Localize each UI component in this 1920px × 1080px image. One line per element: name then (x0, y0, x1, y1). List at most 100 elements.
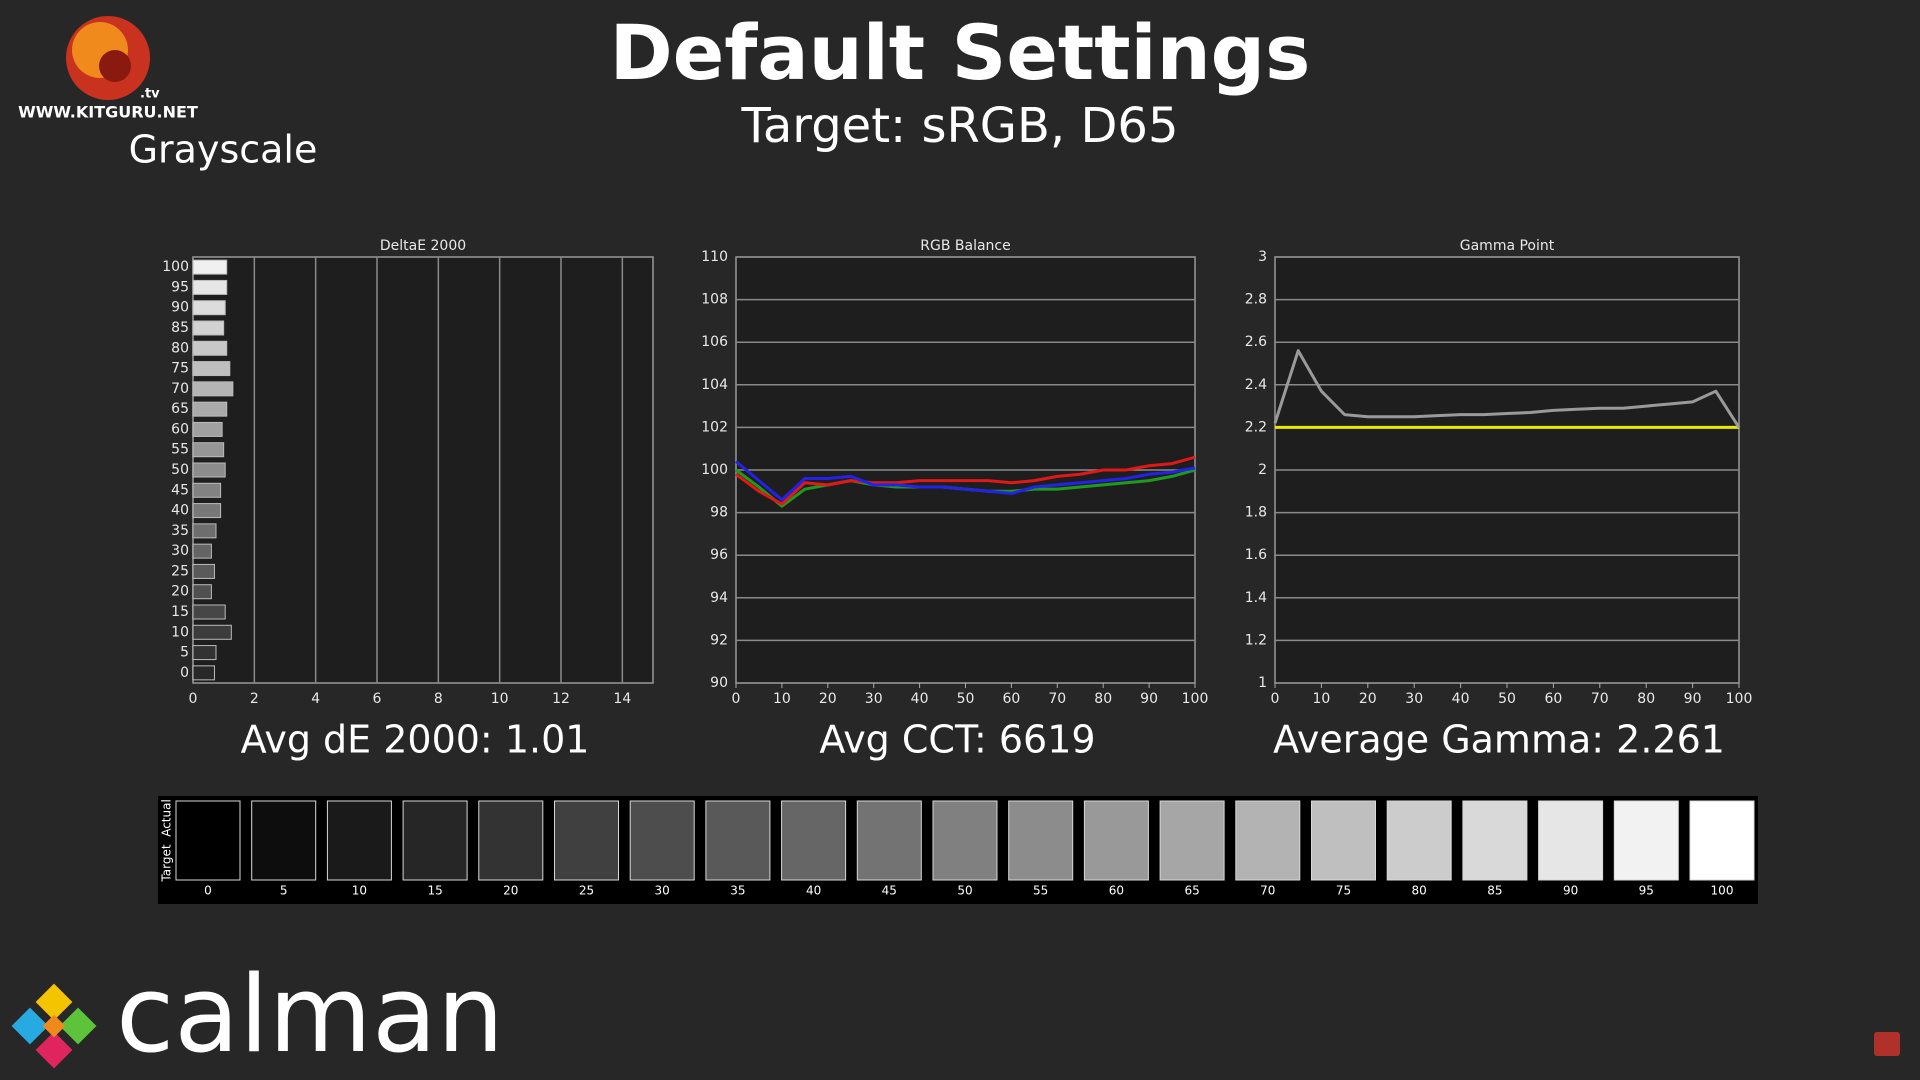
x-tick-label: 100 (1726, 691, 1753, 707)
x-tick-label: 90 (1684, 691, 1702, 707)
swatch-label: 10 (352, 884, 367, 898)
y-tick-label: 1.2 (1245, 632, 1267, 648)
swatch (932, 800, 998, 881)
y-tick-label: 104 (701, 377, 728, 393)
x-tick-label: 40 (1452, 691, 1470, 707)
swatch-label: 70 (1260, 884, 1275, 898)
chart-annotation: Avg CCT: 6619 (819, 718, 1095, 762)
y-tick-label: 1.6 (1245, 547, 1267, 563)
x-tick-label: 50 (957, 691, 975, 707)
bar (192, 340, 228, 356)
y-tick-label: 1 (1258, 675, 1267, 691)
y-tick-label: 80 (171, 340, 189, 356)
swatch-label: 60 (1109, 884, 1124, 898)
y-tick-label: 96 (710, 547, 728, 563)
bar (192, 645, 217, 661)
bar (192, 665, 215, 681)
swatch-label: 20 (503, 884, 518, 898)
brand-name: calman (116, 953, 504, 1076)
x-tick-label: 70 (1591, 691, 1609, 707)
x-tick-label: 12 (552, 691, 570, 707)
chart-title: Gamma Point (1460, 238, 1555, 254)
y-tick-label: 85 (171, 320, 189, 336)
bar (192, 523, 217, 539)
y-tick-label: 2.8 (1245, 292, 1267, 308)
y-tick-label: 60 (171, 421, 189, 437)
swatch (781, 800, 847, 881)
swatch (1311, 800, 1376, 881)
x-tick-label: 50 (1498, 691, 1516, 707)
swatch-label: 35 (730, 884, 745, 898)
series-line (735, 460, 1196, 502)
y-tick-label: 90 (710, 675, 728, 691)
page-subtitle: Target: sRGB, D65 (741, 98, 1179, 154)
y-tick-label: 1.8 (1245, 505, 1267, 521)
swatch-label: 15 (427, 884, 442, 898)
bar (192, 320, 225, 336)
y-tick-label: 15 (171, 604, 189, 620)
y-tick-label: 45 (171, 482, 189, 498)
bar (192, 604, 226, 620)
swatch (326, 800, 392, 881)
bar (192, 624, 232, 640)
x-tick-label: 0 (189, 691, 198, 707)
y-tick-label: 90 (171, 300, 189, 316)
swatch-label: 5 (280, 884, 288, 898)
swatch-label: 25 (579, 884, 594, 898)
x-tick-label: 0 (732, 691, 741, 707)
subscribe-icon[interactable] (1874, 1032, 1900, 1056)
swatch (1689, 800, 1755, 881)
y-tick-label: 100 (701, 462, 728, 478)
y-tick-label: 5 (180, 645, 189, 661)
swatch-label: 55 (1033, 884, 1048, 898)
swatch-label: 90 (1563, 884, 1578, 898)
swatch (629, 800, 695, 881)
bar (192, 401, 228, 417)
x-tick-label: 30 (865, 691, 883, 707)
x-tick-label: 6 (373, 691, 382, 707)
y-tick-label: 2.4 (1245, 377, 1267, 393)
y-tick-label: 2.2 (1245, 419, 1267, 435)
swatch (251, 800, 317, 881)
bar (192, 421, 223, 437)
x-tick-label: 70 (1048, 691, 1066, 707)
logo-tile (59, 1007, 97, 1045)
logo-tile (35, 983, 73, 1021)
bar (192, 584, 212, 600)
logo-tile (35, 1031, 73, 1069)
y-tick-label: 102 (701, 419, 728, 435)
logo-tile (11, 1007, 49, 1045)
y-tick-label: 106 (701, 334, 728, 350)
x-tick-label: 14 (613, 691, 631, 707)
y-tick-label: 35 (171, 523, 189, 539)
series-line (735, 455, 1196, 506)
swatch-label: 0 (204, 884, 212, 898)
y-tick-label: 2.6 (1245, 334, 1267, 350)
swatch-label: 80 (1412, 884, 1427, 898)
swatch-label: 40 (806, 884, 821, 898)
y-tick-label: 95 (171, 279, 189, 295)
chart-annotation: Avg dE 2000: 1.01 (241, 718, 590, 762)
x-tick-label: 4 (311, 691, 320, 707)
plot-area (192, 256, 654, 684)
swatch (1008, 800, 1074, 881)
swatch (705, 800, 771, 881)
swatch-label: 75 (1336, 884, 1351, 898)
x-tick-label: 20 (819, 691, 837, 707)
swatch (1235, 800, 1301, 881)
x-tick-label: 8 (434, 691, 443, 707)
swatch-label: 50 (957, 884, 972, 898)
swatch (1083, 800, 1149, 881)
swatch (856, 800, 922, 881)
site-suffix: .tv (140, 87, 160, 102)
swatch-label: 65 (1184, 884, 1199, 898)
swatch (402, 800, 468, 881)
y-tick-label: 65 (171, 401, 189, 417)
y-tick-label: 75 (171, 361, 189, 377)
y-tick-label: 92 (710, 632, 728, 648)
bar (192, 563, 215, 579)
page-title: Default Settings (610, 8, 1311, 97)
bar (192, 503, 222, 519)
bar (192, 381, 234, 397)
